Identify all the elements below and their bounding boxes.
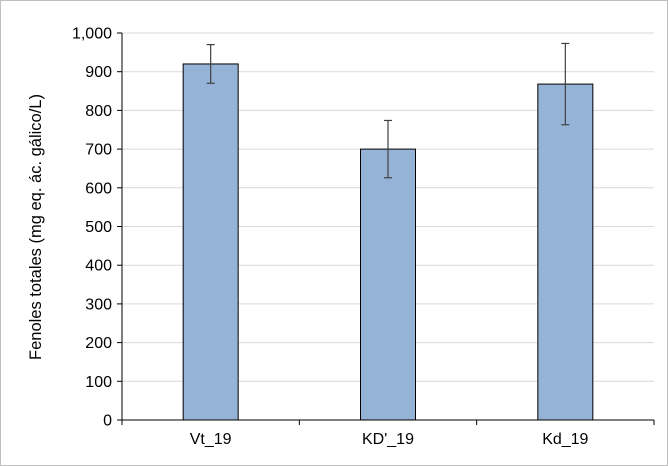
y-axis-title: Fenoles totales (mg eq. ác. gálico/L) [27, 94, 45, 360]
axes [121, 33, 654, 421]
y-tick-label: 700 [85, 142, 112, 159]
y-tick-label: 600 [85, 180, 112, 197]
y-tick-label: 1,000 [72, 26, 112, 43]
error-bars [206, 42, 570, 179]
y-tick-label: 400 [85, 258, 112, 275]
bars [182, 63, 594, 421]
y-axis-ticks: 0 100 200 300 400 500 600 700 800 900 1,000 [72, 26, 122, 430]
bar [537, 83, 594, 421]
y-tick-label: 900 [85, 64, 112, 81]
x-tick-label: Kd_19 [542, 431, 588, 448]
error-bar [206, 44, 215, 84]
y-tick-label: 0 [103, 413, 112, 430]
x-tick-label: Vt_19 [190, 431, 232, 448]
y-tick-label: 100 [85, 374, 112, 391]
y-tick-label: 200 [85, 335, 112, 352]
x-axis-ticks: Vt_19 KD'_19 Kd_19 [121, 420, 655, 448]
bar [360, 148, 416, 421]
error-bar [384, 119, 392, 179]
y-tick-label: 800 [85, 103, 112, 120]
x-tick-label: KD'_19 [362, 431, 414, 448]
bar [182, 63, 239, 421]
y-tick-label: 300 [85, 296, 112, 313]
error-bar [561, 42, 570, 126]
y-tick-label: 500 [85, 219, 112, 236]
